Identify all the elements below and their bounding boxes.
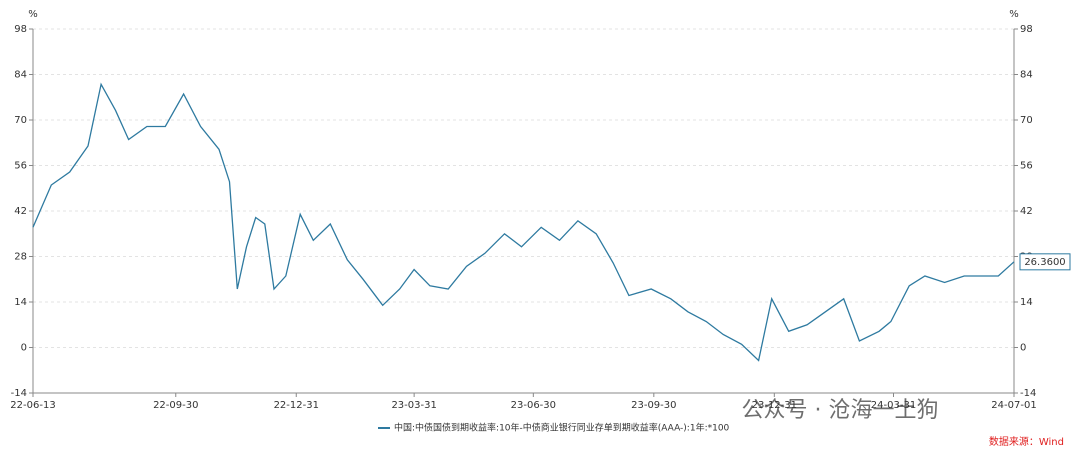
y-tick-label: 84: [14, 70, 27, 81]
series-line: [32, 82, 1015, 362]
y-tick-label: 56: [14, 161, 27, 172]
y-tick-label: -14: [11, 388, 27, 399]
legend-label: 中国:中债国债到期收益率:10年-中债商业银行同业存单到期收益率(AAA-):1…: [394, 422, 730, 434]
y-tick-label: 0: [21, 343, 27, 354]
value-label: 26.3600: [1024, 257, 1065, 268]
y-tick-label: 70: [14, 115, 27, 126]
y2-tick-label: 84: [1020, 70, 1033, 81]
x-tick-label: 23-06-30: [511, 400, 556, 411]
x-tick-label: 22-06-13: [10, 400, 55, 411]
x-tick-label: 24-07-01: [991, 400, 1036, 411]
x-tick-label: 22-12-31: [274, 400, 319, 411]
y2-tick-label: 0: [1020, 343, 1026, 354]
source: 数据来源：Wind: [989, 435, 1064, 448]
y-tick-label: 28: [14, 252, 27, 263]
x-tick-label: 22-09-30: [153, 400, 198, 411]
y2-tick-label: 98: [1020, 24, 1033, 35]
x-tick-label: 23-03-31: [391, 400, 436, 411]
x-tick-label: 23-12-31: [752, 400, 797, 411]
y-tick-label: 98: [14, 24, 27, 35]
x-tick-label: 23-09-30: [631, 400, 676, 411]
y2-tick-label: 56: [1020, 161, 1033, 172]
y-tick-label: 14: [14, 297, 27, 308]
y2-tick-label: 70: [1020, 115, 1033, 126]
y2-tick-label: 14: [1020, 297, 1033, 308]
value-label-box: [1019, 253, 1071, 271]
y-unit: %: [28, 9, 38, 20]
y2-tick-label: -14: [1020, 388, 1036, 399]
y2-tick-label: 42: [1020, 206, 1033, 217]
y2-unit: %: [1009, 9, 1019, 20]
watermark: 公众号 · 沧海一土狗: [742, 398, 939, 423]
y-tick-label: 42: [14, 206, 27, 217]
x-tick-label: 24-03-31: [871, 400, 916, 411]
